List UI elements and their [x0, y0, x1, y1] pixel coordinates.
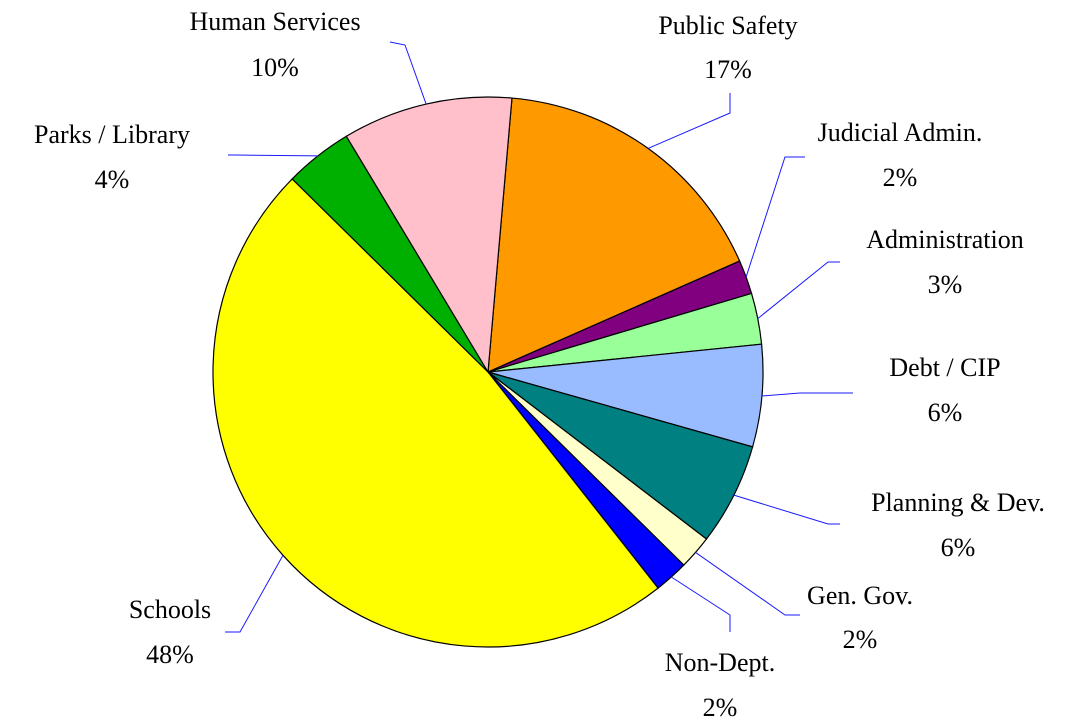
slice-label: Human Services — [189, 7, 360, 36]
slice-value-label: 2% — [703, 693, 738, 721]
leader-line — [757, 261, 840, 319]
pie-slice — [212, 178, 659, 648]
slice-value-label: 10% — [251, 53, 299, 82]
leader-line — [225, 555, 284, 633]
slice-label: Gen. Gov. — [807, 581, 913, 610]
slice-value-label: 17% — [704, 55, 752, 84]
pie-slice — [345, 96, 513, 374]
leader-line — [761, 392, 853, 397]
leader-line — [389, 41, 427, 105]
slice-label: Public Safety — [658, 11, 797, 40]
slice-label: Debt / CIP — [889, 353, 1000, 382]
leader-line — [228, 154, 318, 157]
slice-label: Administration — [866, 225, 1023, 254]
leader-line — [745, 156, 805, 278]
slice-value-label: 2% — [843, 625, 878, 654]
slice-value-label: 48% — [146, 640, 194, 669]
leader-line — [671, 576, 731, 632]
leader-line — [733, 494, 840, 525]
slice-label: Planning & Dev. — [871, 488, 1045, 517]
slice-label: Non-Dept. — [665, 648, 775, 677]
slice-value-label: 6% — [928, 398, 963, 427]
slice-value-label: 3% — [928, 270, 963, 299]
leader-line — [647, 93, 731, 149]
slice-label: Parks / Library — [34, 120, 190, 149]
slice-label: Schools — [129, 595, 211, 624]
slice-label: Judicial Admin. — [818, 118, 983, 147]
slice-value-label: 4% — [95, 165, 130, 194]
slice-value-label: 6% — [941, 533, 976, 562]
leader-line — [695, 552, 800, 616]
slice-value-label: 2% — [883, 163, 918, 192]
